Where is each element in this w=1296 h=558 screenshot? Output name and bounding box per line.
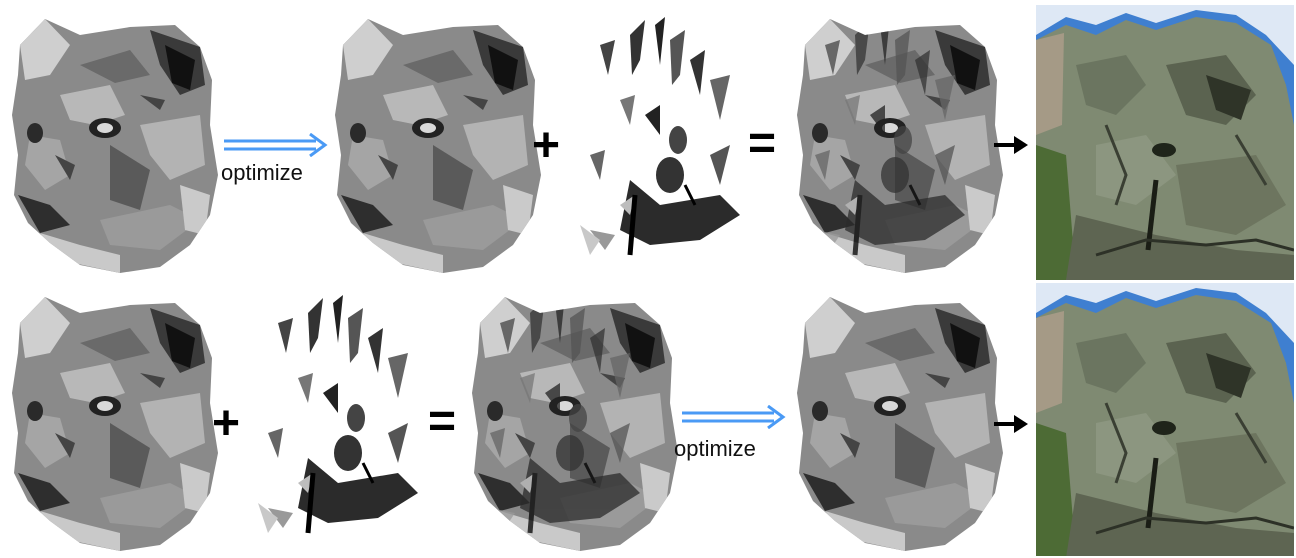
plus-icon: + [212,397,241,450]
arrow-right-icon [994,136,1028,154]
rock-photo [1036,5,1294,280]
double-arrow-right-icon [224,133,328,157]
rock-photo [1036,283,1294,556]
equals-icon: = [428,395,457,448]
lion-head-combined-image [460,283,685,558]
lion-head-optimized-image [323,5,548,280]
arrow-right-icon [994,415,1028,433]
lion-head-image [0,5,225,280]
optimize-arrow [222,133,330,157]
lion-head-combined-image [785,5,1010,280]
lion-head-image [0,283,225,558]
lion-head-optimized-image [785,283,1010,558]
plus-icon: + [532,119,561,172]
optimize-label: optimize [674,436,756,461]
optimize-label: optimize [221,160,303,185]
equals-icon: = [748,117,777,170]
double-arrow-right-icon [682,405,786,429]
optimize-arrow [680,405,788,429]
